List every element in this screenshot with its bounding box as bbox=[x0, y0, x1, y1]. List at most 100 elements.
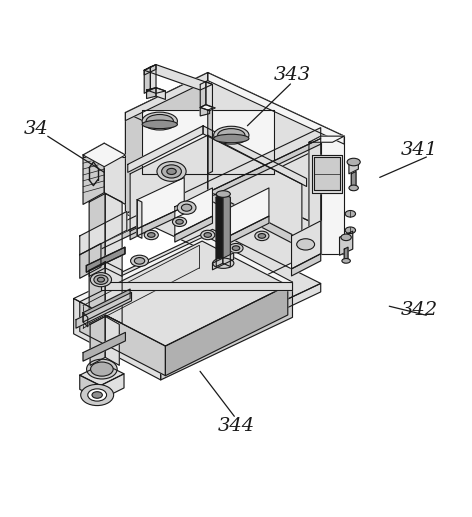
Ellipse shape bbox=[214, 134, 249, 143]
Ellipse shape bbox=[91, 362, 113, 376]
Ellipse shape bbox=[90, 272, 111, 287]
Polygon shape bbox=[126, 72, 208, 214]
Polygon shape bbox=[80, 302, 165, 376]
Polygon shape bbox=[80, 244, 101, 278]
Polygon shape bbox=[101, 282, 293, 290]
Polygon shape bbox=[74, 298, 160, 380]
Polygon shape bbox=[126, 72, 344, 176]
Polygon shape bbox=[292, 221, 320, 269]
Polygon shape bbox=[344, 247, 348, 263]
Polygon shape bbox=[206, 82, 212, 108]
Polygon shape bbox=[130, 135, 208, 231]
Polygon shape bbox=[309, 136, 344, 142]
Polygon shape bbox=[130, 193, 208, 240]
Ellipse shape bbox=[232, 246, 240, 251]
Polygon shape bbox=[101, 128, 320, 244]
Ellipse shape bbox=[347, 158, 360, 166]
Ellipse shape bbox=[176, 219, 183, 224]
Polygon shape bbox=[83, 155, 126, 157]
Polygon shape bbox=[200, 82, 206, 108]
Ellipse shape bbox=[201, 230, 215, 240]
Polygon shape bbox=[80, 375, 101, 400]
Polygon shape bbox=[83, 289, 130, 322]
Ellipse shape bbox=[345, 227, 355, 234]
Ellipse shape bbox=[342, 258, 350, 263]
Polygon shape bbox=[351, 172, 356, 190]
Ellipse shape bbox=[157, 161, 186, 181]
Polygon shape bbox=[104, 143, 126, 204]
Polygon shape bbox=[165, 285, 288, 376]
Polygon shape bbox=[89, 193, 105, 277]
Ellipse shape bbox=[181, 204, 192, 211]
Polygon shape bbox=[101, 374, 124, 400]
Polygon shape bbox=[208, 72, 344, 144]
Polygon shape bbox=[292, 254, 320, 276]
Polygon shape bbox=[126, 72, 208, 120]
Ellipse shape bbox=[86, 359, 117, 379]
Polygon shape bbox=[86, 247, 125, 272]
Ellipse shape bbox=[81, 384, 114, 405]
Polygon shape bbox=[76, 293, 132, 328]
Ellipse shape bbox=[229, 244, 243, 253]
Polygon shape bbox=[208, 72, 344, 237]
Polygon shape bbox=[101, 230, 320, 336]
Ellipse shape bbox=[131, 255, 149, 266]
Ellipse shape bbox=[216, 191, 230, 197]
Ellipse shape bbox=[349, 185, 358, 191]
Polygon shape bbox=[126, 174, 344, 277]
Polygon shape bbox=[309, 136, 320, 260]
Polygon shape bbox=[101, 282, 209, 345]
Polygon shape bbox=[147, 88, 165, 93]
Text: 344: 344 bbox=[218, 417, 254, 435]
Polygon shape bbox=[105, 316, 119, 366]
Ellipse shape bbox=[97, 277, 104, 282]
Polygon shape bbox=[312, 155, 342, 193]
Polygon shape bbox=[80, 363, 124, 386]
Polygon shape bbox=[101, 139, 320, 249]
Polygon shape bbox=[227, 216, 269, 245]
Ellipse shape bbox=[297, 239, 315, 250]
Polygon shape bbox=[200, 108, 210, 116]
Polygon shape bbox=[320, 136, 344, 254]
Ellipse shape bbox=[177, 201, 196, 214]
Polygon shape bbox=[105, 193, 122, 277]
Polygon shape bbox=[223, 194, 230, 266]
Ellipse shape bbox=[218, 129, 245, 142]
Polygon shape bbox=[144, 65, 212, 90]
Polygon shape bbox=[80, 211, 127, 255]
Ellipse shape bbox=[258, 234, 266, 238]
Ellipse shape bbox=[204, 233, 211, 237]
Polygon shape bbox=[83, 143, 126, 166]
Polygon shape bbox=[175, 188, 212, 235]
Polygon shape bbox=[128, 126, 203, 172]
Text: 341: 341 bbox=[401, 141, 438, 159]
Ellipse shape bbox=[144, 230, 158, 240]
Ellipse shape bbox=[167, 169, 176, 175]
Polygon shape bbox=[227, 188, 269, 237]
Polygon shape bbox=[83, 313, 88, 327]
Polygon shape bbox=[80, 241, 288, 346]
Polygon shape bbox=[209, 283, 320, 345]
Polygon shape bbox=[349, 160, 358, 174]
Polygon shape bbox=[83, 143, 104, 204]
Ellipse shape bbox=[341, 234, 351, 240]
Polygon shape bbox=[208, 108, 212, 174]
Ellipse shape bbox=[142, 112, 177, 130]
Polygon shape bbox=[208, 191, 302, 248]
Ellipse shape bbox=[255, 231, 269, 240]
Polygon shape bbox=[156, 88, 165, 99]
Polygon shape bbox=[314, 157, 340, 190]
Ellipse shape bbox=[94, 275, 108, 284]
Polygon shape bbox=[216, 194, 223, 266]
Polygon shape bbox=[83, 332, 126, 361]
Ellipse shape bbox=[148, 233, 155, 237]
Polygon shape bbox=[144, 67, 151, 93]
Ellipse shape bbox=[142, 120, 177, 129]
Ellipse shape bbox=[172, 217, 186, 226]
Polygon shape bbox=[137, 207, 184, 236]
Ellipse shape bbox=[92, 392, 102, 398]
Polygon shape bbox=[137, 177, 184, 229]
Polygon shape bbox=[86, 247, 125, 272]
Polygon shape bbox=[339, 231, 353, 255]
Ellipse shape bbox=[146, 114, 173, 128]
